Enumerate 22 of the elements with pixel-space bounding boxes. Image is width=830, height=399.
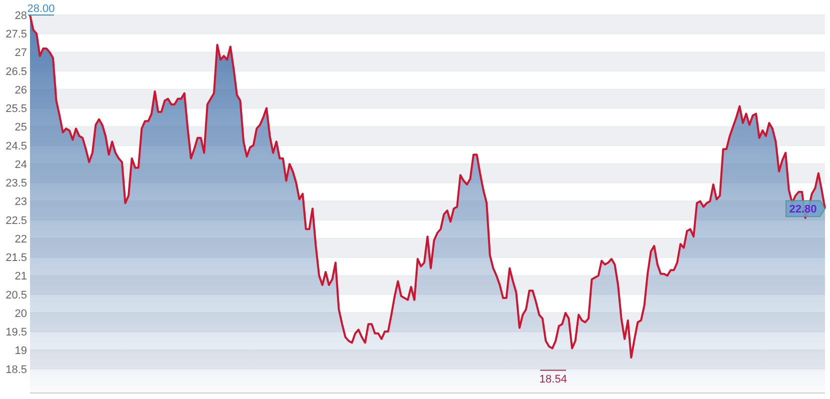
annotation: 18.54 (539, 373, 567, 386)
y-tick-label: 27 (14, 47, 27, 60)
y-tick-label: 23.5 (6, 178, 27, 190)
y-tick-label: 23 (14, 196, 27, 208)
y-tick-label: 27.5 (6, 28, 27, 41)
y-tick-label: 22 (14, 233, 27, 246)
y-tick-label: 19 (14, 345, 27, 358)
y-tick-label: 26 (14, 84, 27, 96)
y-tick-label: 24 (14, 158, 27, 171)
y-tick-label: 26.5 (6, 66, 27, 78)
y-tick-label: 18.5 (6, 364, 27, 376)
y-tick-label: 28 (14, 10, 27, 22)
y-tick-label: 21 (14, 270, 27, 283)
y-tick-label: 24.5 (6, 140, 27, 152)
annotation: 28.00 (27, 3, 55, 15)
y-tick-label: 19.5 (6, 326, 27, 339)
y-tick-label: 20 (14, 308, 27, 320)
y-tick-label: 25.5 (6, 103, 27, 116)
y-tick-label: 25 (14, 122, 27, 134)
y-tick-label: 20.5 (6, 289, 27, 302)
y-tick-label: 21.5 (6, 252, 27, 264)
y-tick-label: 22.5 (6, 214, 27, 227)
